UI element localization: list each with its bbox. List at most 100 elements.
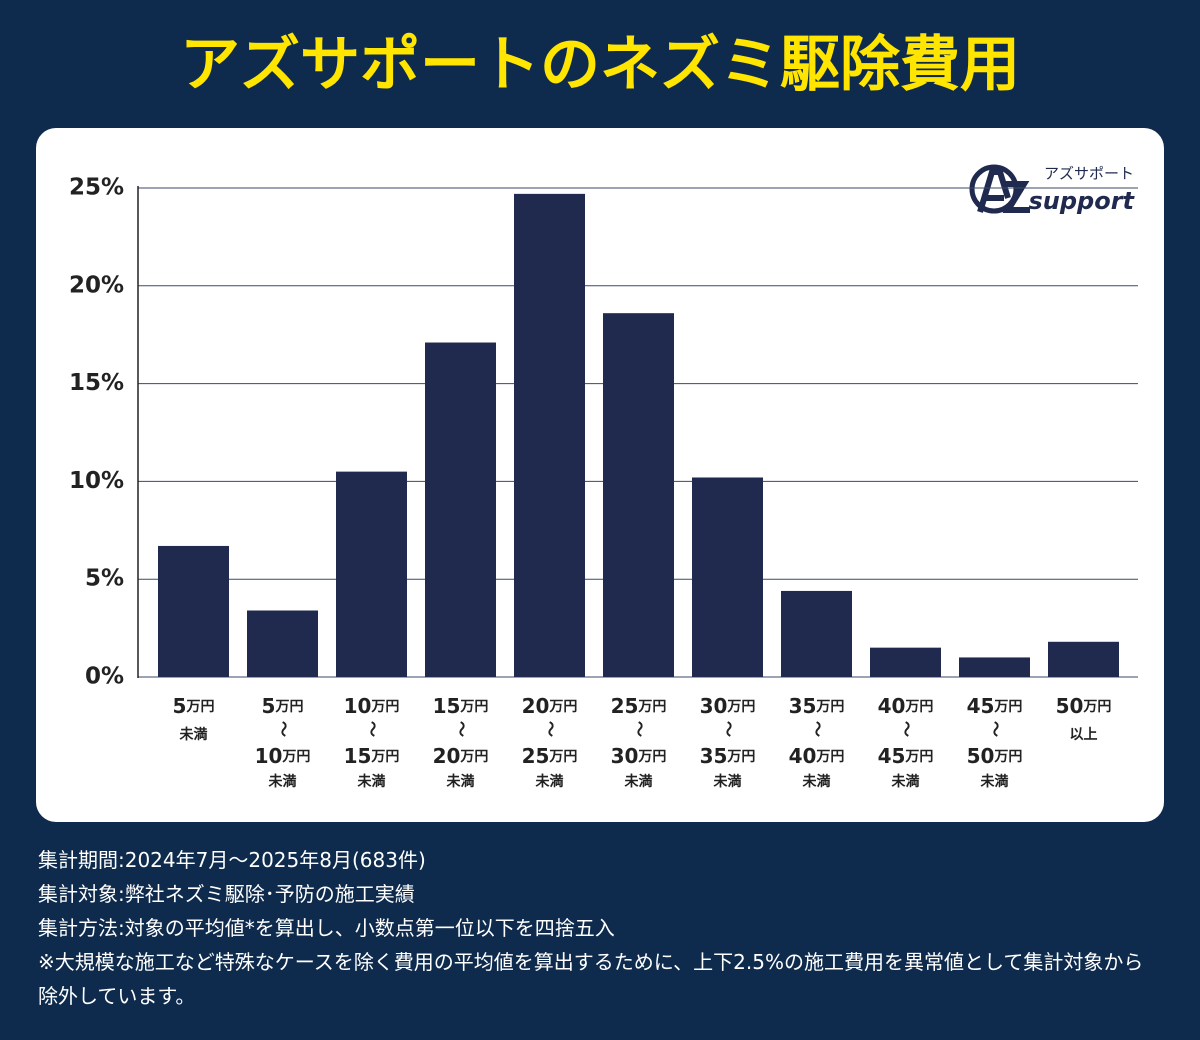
- x-tick-label: 25万円: [611, 694, 667, 718]
- x-tick-label: 40万円: [789, 744, 845, 768]
- label-unit: 万円: [459, 749, 488, 765]
- x-tick-label: ～: [897, 721, 916, 737]
- y-tick-label: 20%: [69, 272, 124, 298]
- label-number: 30: [611, 744, 639, 768]
- label-unit: 万円: [726, 699, 755, 715]
- label-number: 30: [700, 694, 728, 718]
- note: ※大規模な施工など特殊なケースを除く費用の平均値を算出するために、上下2.5%の…: [38, 950, 1144, 1008]
- x-tick-label: ～: [541, 721, 560, 737]
- x-tick-label: 45万円: [967, 694, 1023, 718]
- label-unit: 万円: [904, 749, 933, 765]
- label-number: 50: [967, 744, 995, 768]
- label-unit: 万円: [993, 749, 1022, 765]
- label-number: 15: [433, 694, 461, 718]
- x-tick-label: ～: [719, 721, 738, 737]
- label-number: 35: [789, 694, 817, 718]
- bar: [1048, 641, 1119, 677]
- label-unit: 万円: [637, 749, 666, 765]
- x-tick-label: 未満: [803, 773, 831, 790]
- x-tick-label: 5万円: [173, 694, 215, 718]
- x-tick-label: 未満: [892, 773, 920, 790]
- note: 集計期間:2024年7月～2025年8月(683件): [38, 848, 426, 872]
- bar: [514, 193, 585, 678]
- x-tick-label: 以上: [1070, 727, 1098, 743]
- label-unit: 万円: [548, 749, 577, 765]
- label-unit: 万円: [281, 749, 310, 765]
- chart: アズサポート support 0%5%10%15%20%25%5万円未満5万円～…: [69, 164, 1138, 790]
- logo-z: [1002, 181, 1030, 213]
- label-number: 10: [255, 744, 283, 768]
- bar: [781, 590, 852, 677]
- x-tick-label: 未満: [714, 773, 742, 790]
- label-number: 20: [522, 694, 550, 718]
- bar: [603, 313, 674, 677]
- x-tick-label: ～: [452, 721, 471, 737]
- label-number: 10: [344, 694, 372, 718]
- label-unit: 万円: [274, 699, 303, 715]
- label-number: 50: [1056, 694, 1084, 718]
- chart-title: アズサポートのネズミ駆除費用: [180, 30, 1020, 100]
- x-tick-label: 15万円: [344, 744, 400, 768]
- note: 集計方法:対象の平均値*を算出し、小数点第一位以下を四捨五入: [38, 916, 615, 940]
- label-number: 45: [878, 744, 906, 768]
- x-tick-label: ～: [986, 721, 1005, 737]
- x-tick-label: 30万円: [611, 744, 667, 768]
- x-tick-label: 未満: [180, 726, 208, 743]
- y-tick-label: 15%: [69, 370, 124, 396]
- bar: [247, 610, 318, 677]
- bar: [959, 657, 1030, 677]
- x-tick-label: 未満: [447, 773, 475, 790]
- x-tick-label: 50万円: [1056, 694, 1112, 718]
- label-number: 20: [433, 744, 461, 768]
- label-number: 35: [700, 744, 728, 768]
- bar: [692, 477, 763, 677]
- x-tick-label: 20万円: [522, 694, 578, 718]
- logo-word: support: [1028, 187, 1135, 215]
- y-tick-label: 25%: [69, 175, 124, 201]
- x-tick-label: 未満: [625, 773, 653, 790]
- logo: アズサポート support: [969, 164, 1136, 215]
- label-unit: 万円: [370, 749, 399, 765]
- bar: [158, 545, 229, 677]
- bar: [336, 471, 407, 677]
- label-number: 40: [789, 744, 817, 768]
- bar: [870, 647, 941, 677]
- x-tick-label: 5万円: [262, 694, 304, 718]
- label-unit: 万円: [815, 699, 844, 715]
- x-tick-label: 25万円: [522, 744, 578, 768]
- x-tick-label: 15万円: [433, 694, 489, 718]
- label-unit: 万円: [1082, 699, 1111, 715]
- x-tick-label: 45万円: [878, 744, 934, 768]
- label-unit: 万円: [185, 699, 214, 715]
- x-tick-label: 未満: [981, 773, 1009, 790]
- label-unit: 万円: [637, 699, 666, 715]
- x-tick-label: 35万円: [789, 694, 845, 718]
- label-number: 25: [611, 694, 639, 718]
- label-number: 5: [173, 694, 187, 718]
- x-tick-label: 35万円: [700, 744, 756, 768]
- x-tick-label: ～: [630, 721, 649, 737]
- label-number: 45: [967, 694, 995, 718]
- logo-kana: アズサポート: [1044, 165, 1134, 183]
- label-number: 15: [344, 744, 372, 768]
- x-tick-label: 10万円: [344, 694, 400, 718]
- label-unit: 万円: [459, 699, 488, 715]
- bar: [425, 342, 496, 677]
- label-unit: 万円: [370, 699, 399, 715]
- label-unit: 万円: [726, 749, 755, 765]
- note: 集計対象:弊社ネズミ駆除･予防の施工実績: [38, 882, 415, 906]
- label-unit: 万円: [904, 699, 933, 715]
- x-tick-label: ～: [363, 721, 382, 737]
- x-tick-label: 20万円: [433, 744, 489, 768]
- x-tick-label: 未満: [269, 773, 297, 790]
- label-unit: 万円: [815, 749, 844, 765]
- x-tick-label: ～: [274, 721, 293, 737]
- x-tick-label: 10万円: [255, 744, 311, 768]
- x-tick-label: 40万円: [878, 694, 934, 718]
- label-number: 40: [878, 694, 906, 718]
- x-tick-label: 30万円: [700, 694, 756, 718]
- x-tick-label: 未満: [536, 773, 564, 790]
- y-tick-label: 0%: [85, 664, 124, 690]
- label-unit: 万円: [993, 699, 1022, 715]
